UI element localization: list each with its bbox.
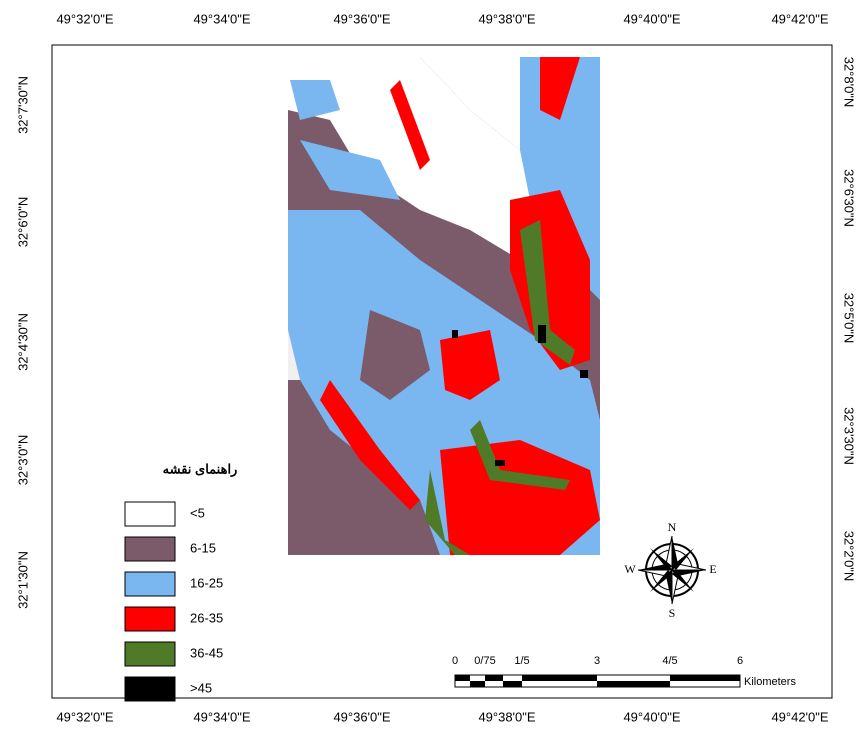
scale-tick-label: 4/5: [662, 655, 677, 667]
compass-north: N: [668, 520, 677, 534]
latitude-label: 32°3'0"N: [15, 435, 30, 486]
legend-label: >45: [190, 680, 212, 695]
longitude-label: 49°38'0"E: [478, 709, 535, 724]
legend-label: 6-15: [190, 540, 216, 555]
longitude-label: 49°38'0"E: [478, 11, 535, 26]
scale-tick-label: 1/5: [514, 655, 529, 667]
scale-tick-label: 0/75: [474, 655, 495, 667]
legend: <5 6-15 16-25 26-35 36-45 >45: [124, 501, 223, 702]
scale-tick-label: 0: [452, 655, 458, 667]
latitude-label: 32°4'30"N: [15, 313, 30, 371]
latitude-label: 32°8'0"N: [842, 57, 857, 108]
longitude-label: 49°40'0"E: [623, 709, 680, 724]
compass-rose: N S E W: [624, 520, 716, 620]
longitude-label: 49°42'0"E: [771, 709, 828, 724]
longitude-label: 49°36'0"E: [333, 11, 390, 26]
longitude-label: 49°32'0"E: [56, 709, 113, 724]
legend-swatch: [124, 571, 176, 597]
legend-swatch: [124, 501, 176, 527]
legend-title: راهنمای نقشه: [163, 461, 238, 477]
legend-swatch: [124, 676, 176, 702]
longitude-label: 49°32'0"E: [56, 11, 113, 26]
legend-label: 36-45: [190, 645, 223, 660]
scale-bar: Kilometers 0 0/75 1/5 3 4/5 6: [452, 655, 797, 688]
legend-label: 26-35: [190, 610, 223, 625]
latitude-label: 32°7'30"N: [15, 76, 30, 134]
latitude-label: 32°3'30"N: [842, 407, 857, 465]
legend-label: <5: [190, 505, 205, 520]
legend-swatch: [124, 606, 176, 632]
latitude-label: 32°6'0"N: [15, 197, 30, 248]
latitude-label: 32°2'0"N: [842, 531, 857, 582]
compass-west: W: [624, 562, 636, 576]
latitude-label: 32°5'0"N: [842, 293, 857, 344]
longitude-label: 49°40'0"E: [623, 11, 680, 26]
scale-unit: Kilometers: [744, 676, 796, 688]
latitude-label: 32°6'30"N: [842, 169, 857, 227]
compass-east: E: [709, 562, 716, 576]
latitude-label: 32°1'30"N: [15, 551, 30, 609]
longitude-label: 49°42'0"E: [771, 11, 828, 26]
longitude-label: 49°34'0"E: [193, 11, 250, 26]
map-frame: [51, 44, 833, 699]
scale-tick-label: 3: [594, 655, 600, 667]
legend-swatch: [124, 536, 176, 562]
legend-label: 16-25: [190, 575, 223, 590]
compass-south: S: [669, 606, 676, 620]
legend-swatch: [124, 641, 176, 667]
longitude-label: 49°34'0"E: [193, 709, 250, 724]
slope-raster: [288, 57, 600, 555]
scale-tick-label: 6: [737, 655, 743, 667]
longitude-label: 49°36'0"E: [333, 709, 390, 724]
